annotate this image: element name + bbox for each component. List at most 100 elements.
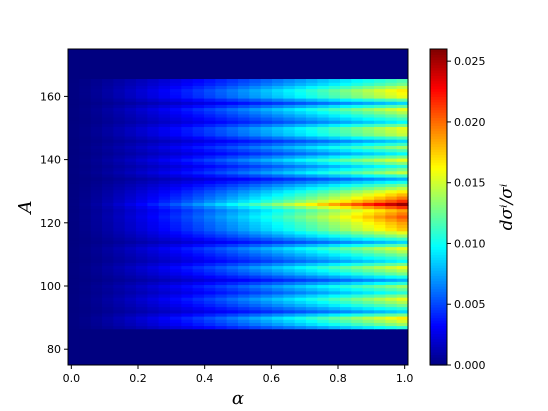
colorbar-segment <box>430 314 447 319</box>
heatmap-cell <box>385 303 398 308</box>
heatmap-cell <box>272 287 284 292</box>
heatmap-cell <box>192 120 205 124</box>
heatmap-cell <box>249 126 262 131</box>
heatmap-cell <box>306 79 318 83</box>
heatmap-cell <box>181 312 194 317</box>
heatmap-cell <box>215 287 228 292</box>
heatmap-cell <box>113 158 126 162</box>
x-tick-label: 0.4 <box>196 372 214 385</box>
heatmap-cell <box>192 145 205 150</box>
heatmap-cell <box>260 139 273 143</box>
heatmap-cell <box>226 221 239 225</box>
heatmap-cell <box>385 230 398 235</box>
heatmap-cell <box>90 246 103 251</box>
heatmap-cell <box>136 170 148 175</box>
heatmap-cell <box>317 189 330 194</box>
heatmap-cell <box>340 94 352 99</box>
heatmap-cells <box>68 49 409 365</box>
heatmap-cell <box>283 148 296 153</box>
heatmap-cell <box>340 205 352 210</box>
heatmap-cell <box>170 85 182 90</box>
heatmap-cell <box>147 243 160 248</box>
heatmap-cell <box>215 186 228 191</box>
heatmap-cell <box>136 293 148 298</box>
heatmap-cell <box>147 211 160 216</box>
heatmap-cell <box>68 145 80 150</box>
heatmap-cell <box>340 221 352 225</box>
colorbar-segment <box>430 170 447 174</box>
heatmap-cell <box>317 132 330 137</box>
heatmap-cell <box>317 79 330 83</box>
heatmap-cell <box>374 126 386 131</box>
heatmap-cell <box>328 240 341 244</box>
heatmap-cell <box>124 139 137 143</box>
heatmap-cell <box>181 278 194 282</box>
heatmap-cell <box>328 290 341 295</box>
heatmap-cell <box>102 309 114 314</box>
heatmap-cell <box>351 221 364 225</box>
heatmap-cell <box>283 300 296 304</box>
heatmap-cell <box>181 107 194 112</box>
heatmap-cell <box>170 195 182 200</box>
heatmap-cell <box>68 303 80 308</box>
heatmap-cell <box>68 110 80 115</box>
heatmap-cell <box>124 230 137 235</box>
heatmap-cell <box>90 148 103 153</box>
heatmap-cell <box>249 249 262 254</box>
colorbar-frame <box>429 48 448 366</box>
heatmap-cell <box>396 309 409 314</box>
heatmap-cell <box>340 123 352 128</box>
heatmap-cell <box>136 255 148 260</box>
heatmap-cell <box>170 199 182 203</box>
heatmap-cell <box>158 120 171 124</box>
heatmap-cell <box>90 91 103 96</box>
heatmap-cell <box>272 192 284 197</box>
heatmap-cell <box>294 262 307 267</box>
heatmap-cell <box>306 309 318 314</box>
heatmap-cell <box>351 227 364 232</box>
heatmap-cell <box>328 306 341 311</box>
heatmap-cell <box>90 142 103 146</box>
heatmap-cell <box>192 199 205 203</box>
heatmap-cell <box>385 218 398 222</box>
heatmap-cell <box>351 132 364 137</box>
heatmap-cell <box>340 85 352 90</box>
heatmap-cell <box>294 202 307 207</box>
heatmap-cell <box>204 91 216 96</box>
heatmap-cell <box>328 312 341 317</box>
heatmap-cell <box>374 195 386 200</box>
heatmap-cell <box>90 158 103 162</box>
heatmap-cell <box>249 167 262 172</box>
heatmap-cell <box>351 306 364 311</box>
heatmap-cell <box>340 284 352 289</box>
heatmap-cell <box>238 192 250 197</box>
heatmap-cell <box>396 123 409 128</box>
heatmap-cell <box>181 180 194 184</box>
heatmap-cell <box>374 113 386 118</box>
heatmap-cell <box>181 249 194 254</box>
heatmap-cell <box>294 230 307 235</box>
heatmap-cell <box>158 287 171 292</box>
heatmap-cell <box>158 309 171 314</box>
heatmap-cell <box>158 135 171 140</box>
heatmap-cell <box>272 297 284 301</box>
heatmap-cell <box>147 218 160 222</box>
heatmap-cell <box>306 91 318 96</box>
heatmap-cell <box>272 186 284 191</box>
heatmap-cell <box>136 249 148 254</box>
heatmap-cell <box>385 322 398 327</box>
heatmap-cell <box>306 284 318 289</box>
heatmap-cell <box>204 195 216 200</box>
heatmap-cell <box>147 91 160 96</box>
heatmap-cell <box>351 293 364 298</box>
heatmap-cell <box>158 300 171 304</box>
heatmap-cell <box>204 135 216 140</box>
heatmap-cell <box>317 97 330 102</box>
heatmap-cell <box>158 249 171 254</box>
heatmap-cell <box>68 94 80 99</box>
heatmap-cell <box>215 224 228 229</box>
heatmap-cell <box>306 85 318 90</box>
heatmap-cell <box>90 101 103 105</box>
heatmap-cell <box>124 94 137 99</box>
heatmap-cell <box>170 180 182 184</box>
